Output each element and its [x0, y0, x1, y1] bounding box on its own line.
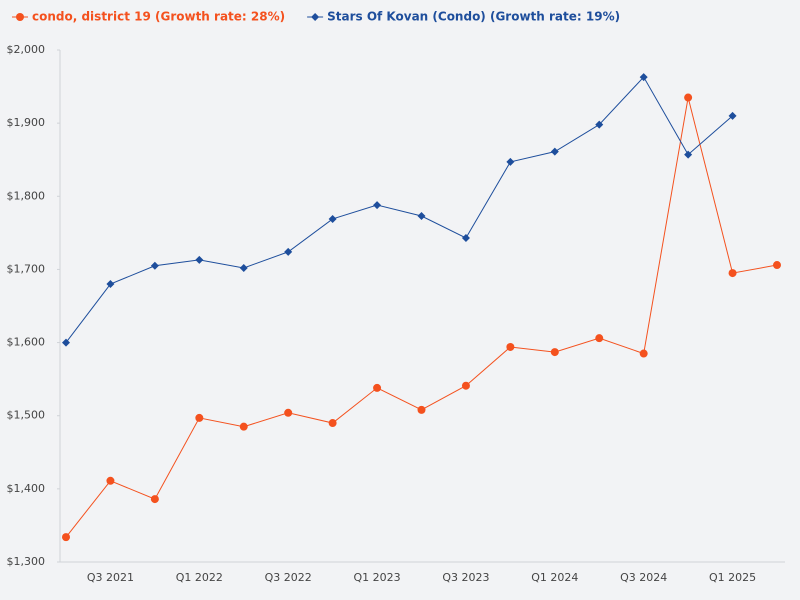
point — [417, 405, 426, 414]
point — [373, 383, 382, 392]
x-tick-label: Q3 2024 — [620, 571, 667, 584]
point — [595, 120, 604, 129]
point — [728, 269, 737, 278]
point — [595, 334, 604, 343]
x-tick-label: Q1 2023 — [353, 571, 400, 584]
point — [62, 338, 70, 347]
point — [195, 255, 204, 264]
y-tick-label: $1,600 — [7, 336, 46, 349]
point — [417, 212, 426, 221]
point — [62, 533, 70, 542]
y-tick-label: $1,500 — [7, 409, 46, 422]
x-tick-label: Q3 2021 — [87, 571, 134, 584]
legend-label: Stars Of Kovan (Condo) (Growth rate: 19%… — [327, 10, 620, 24]
point — [461, 233, 470, 242]
x-tick-label: Q1 2025 — [709, 571, 756, 584]
y-tick-label: $1,400 — [7, 482, 46, 495]
point — [728, 111, 737, 120]
y-tick-label: $1,800 — [7, 189, 46, 202]
point — [284, 247, 293, 256]
point — [106, 476, 115, 485]
point — [150, 495, 159, 504]
point — [239, 263, 248, 272]
point — [461, 381, 470, 390]
point — [311, 13, 320, 21]
point — [550, 348, 559, 357]
point — [284, 408, 293, 417]
legend-label: condo, district 19 (Growth rate: 28%) — [32, 10, 285, 24]
series-line — [65, 97, 778, 538]
point — [550, 147, 559, 156]
point — [195, 413, 204, 422]
point — [506, 342, 515, 351]
point — [773, 261, 781, 270]
y-tick-label: $1,300 — [7, 555, 46, 568]
point — [328, 214, 337, 223]
point — [239, 422, 248, 431]
point — [506, 157, 515, 166]
point — [106, 280, 115, 289]
x-tick-label: Q3 2023 — [442, 571, 489, 584]
point — [639, 73, 648, 82]
x-tick-label: Q1 2024 — [531, 571, 578, 584]
point — [16, 13, 24, 21]
point — [684, 150, 693, 159]
y-tick-label: $1,700 — [7, 262, 46, 275]
y-tick-label: $2,000 — [7, 43, 46, 56]
point — [684, 93, 693, 102]
series-line — [65, 76, 733, 343]
point — [373, 201, 382, 210]
x-tick-label: Q1 2022 — [176, 571, 223, 584]
point — [150, 261, 159, 270]
y-tick-label: $1,900 — [7, 116, 46, 129]
x-tick-label: Q3 2022 — [265, 571, 312, 584]
point — [639, 349, 648, 358]
point — [328, 419, 337, 428]
